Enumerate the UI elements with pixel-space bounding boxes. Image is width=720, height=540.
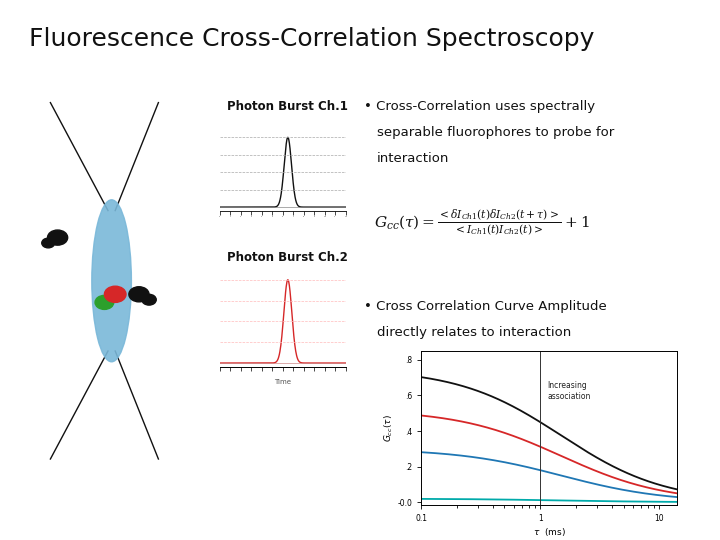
Text: Photon Burst Ch.2: Photon Burst Ch.2 (227, 251, 348, 264)
Circle shape (95, 295, 114, 309)
Text: • Cross Correlation Curve Amplitude: • Cross Correlation Curve Amplitude (364, 300, 606, 313)
Ellipse shape (92, 200, 132, 362)
Text: Increasing
association: Increasing association (547, 381, 591, 401)
Circle shape (142, 294, 156, 305)
Text: separable fluorophores to probe for: separable fluorophores to probe for (377, 126, 614, 139)
Text: Time: Time (274, 379, 291, 385)
Text: interaction: interaction (377, 152, 449, 165)
Text: $G_{cc}(\tau) = \frac{< \delta I_{Ch1}(t)\delta I_{Ch2}(t+\tau) >}{< I_{Ch1}(t)I: $G_{cc}(\tau) = \frac{< \delta I_{Ch1}(t… (374, 208, 590, 238)
Circle shape (129, 287, 149, 302)
Circle shape (42, 238, 55, 248)
Text: Photon Burst Ch.1: Photon Burst Ch.1 (227, 100, 348, 113)
Y-axis label: $G_{cc}(\tau)$: $G_{cc}(\tau)$ (382, 414, 395, 442)
Text: • Cross-Correlation uses spectrally: • Cross-Correlation uses spectrally (364, 100, 595, 113)
Circle shape (48, 230, 68, 245)
Text: directly relates to interaction: directly relates to interaction (377, 326, 571, 339)
X-axis label: $\tau$  (ms): $\tau$ (ms) (533, 526, 565, 538)
Circle shape (104, 286, 126, 302)
Text: Fluorescence Cross-Correlation Spectroscopy: Fluorescence Cross-Correlation Spectrosc… (29, 27, 594, 51)
